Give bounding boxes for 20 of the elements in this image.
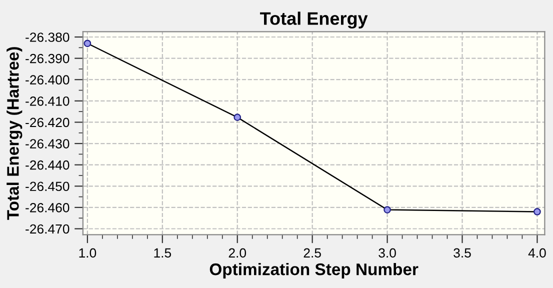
x-tick-label: 2.0 [228, 248, 246, 258]
x-tick-label: 4.0 [528, 248, 546, 258]
y-tick-label: -26.400 [26, 75, 70, 85]
x-tick-label: 1.0 [79, 248, 96, 258]
chart-title: Total Energy [260, 12, 368, 29]
y-tick-label: -26.470 [26, 224, 70, 234]
y-tick-label: -26.420 [26, 118, 70, 128]
x-axis-title: Optimization Step Number [210, 262, 418, 279]
x-tick-label: 3.5 [454, 248, 471, 258]
y-tick-label: -26.430 [26, 139, 70, 148]
y-tick-label: -26.450 [26, 182, 70, 192]
y-tick-label: -26.460 [26, 203, 70, 212]
y-tick-label: -26.440 [26, 160, 70, 170]
x-tick-label: 1.5 [154, 248, 172, 258]
y-tick-label: -26.390 [26, 54, 70, 64]
x-tick-label: 2.5 [304, 248, 321, 258]
y-axis-title: Total Energy (Hartree) [6, 47, 22, 220]
x-tick-label: 3.0 [378, 248, 396, 258]
y-tick-label: -26.410 [26, 96, 70, 106]
y-tick-label: -26.380 [26, 32, 70, 42]
